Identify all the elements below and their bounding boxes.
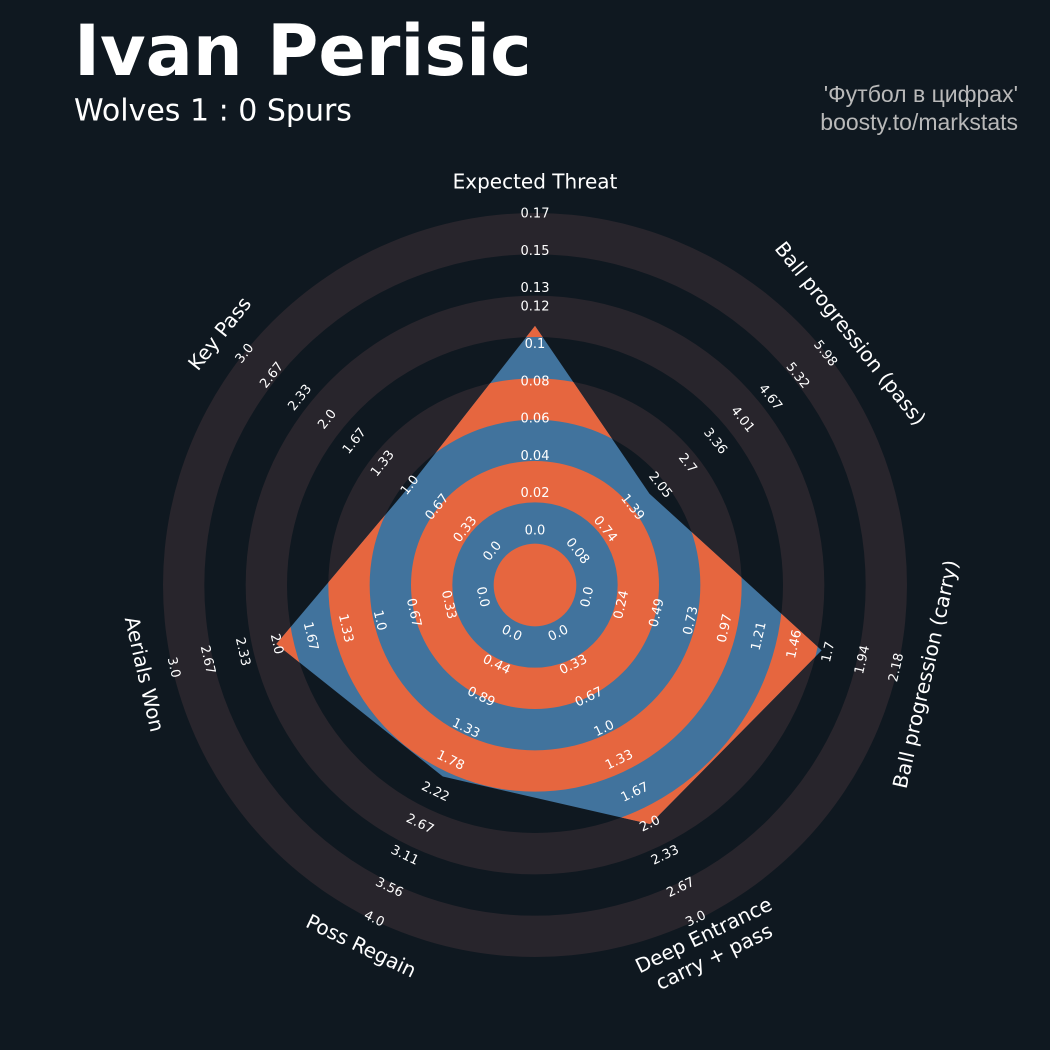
tick-label: 0.15 xyxy=(521,244,550,259)
tick-label: 1.67 xyxy=(300,621,321,653)
tick-label: 0.0 xyxy=(525,524,546,539)
tick-label: 0.0 xyxy=(473,585,492,609)
tick-label: 0.04 xyxy=(521,449,550,464)
axis-label: Expected Threat xyxy=(453,170,618,194)
tick-label: 2.18 xyxy=(886,652,907,684)
tick-label: 0.24 xyxy=(611,589,632,621)
tick-label: 1.7 xyxy=(819,640,838,664)
tick-label: 0.06 xyxy=(521,412,550,427)
tick-label: 0.0 xyxy=(578,585,597,609)
radar-band xyxy=(493,543,577,627)
tick-label: 0.1 xyxy=(525,337,546,352)
chart-subtitle: Wolves 1 : 0 Spurs xyxy=(74,94,352,129)
tick-label: 1.33 xyxy=(335,613,356,645)
tick-label: 0.33 xyxy=(438,589,459,621)
tick-label: 0.17 xyxy=(521,207,550,222)
tick-label: 2.67 xyxy=(197,644,218,676)
tick-label: 0.97 xyxy=(715,613,736,645)
tick-label: 1.94 xyxy=(852,644,873,676)
tick-label: 0.13 xyxy=(521,281,550,296)
tick-label: 2.33 xyxy=(232,636,253,668)
tick-label: 0.02 xyxy=(521,486,550,501)
tick-label: 0.08 xyxy=(521,374,550,389)
credit: boosty.to/markstats xyxy=(820,109,1018,135)
tick-label: 0.73 xyxy=(681,605,702,637)
tick-label: 1.21 xyxy=(749,620,770,652)
tick-label: 0.49 xyxy=(647,597,668,629)
radar-band xyxy=(411,461,659,709)
tick-label: 3.0 xyxy=(164,656,183,680)
radar-bands xyxy=(276,325,822,825)
tick-label: 2.0 xyxy=(267,632,286,656)
tick-label: 0.67 xyxy=(403,597,424,629)
chart-title: Ivan Perisic xyxy=(74,10,532,92)
tick-label: 1.0 xyxy=(370,609,389,633)
credit: 'Футбол в цифрах' xyxy=(824,81,1018,107)
radar-plot xyxy=(276,325,822,825)
tick-label: 1.46 xyxy=(784,628,805,660)
tick-label: 0.12 xyxy=(521,300,550,315)
